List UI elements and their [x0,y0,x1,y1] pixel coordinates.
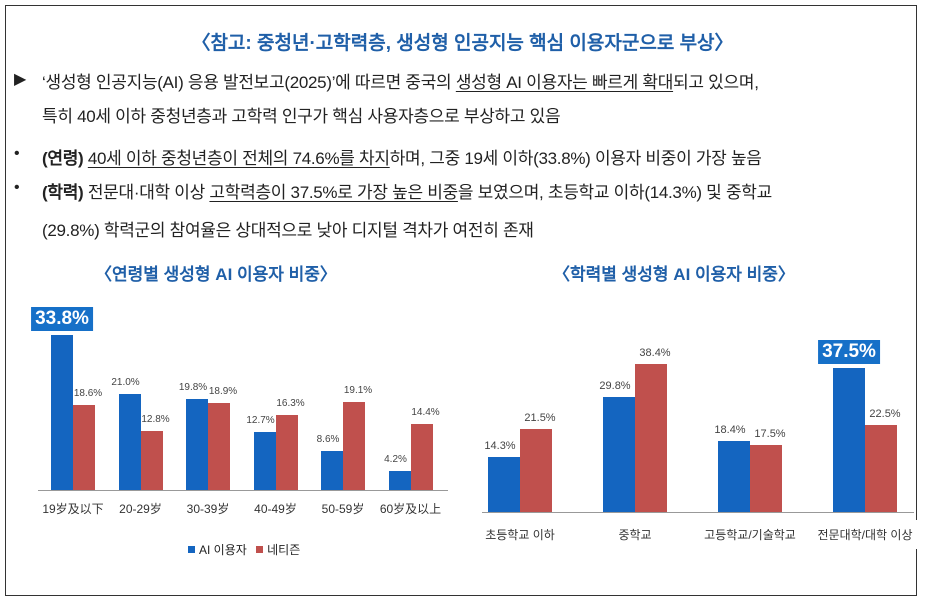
legend-swatch-ai-users [188,546,195,553]
document-frame [5,5,917,596]
bold-label: (학력) [42,183,88,202]
bar-netizens [343,402,365,490]
value-label: 14.3% [484,439,516,452]
bar-netizens [520,429,552,512]
category-label: 40-49岁 [254,502,297,516]
x-axis [38,490,448,491]
bullet-marker: • [14,179,20,196]
value-label: 12.7% [246,414,275,426]
bullet-line: 특히 40세 이하 중청년층과 고학력 인구가 핵심 사용자층으로 부상하고 있… [42,102,561,127]
bar-ai-users [488,456,520,512]
value-label: 19.1% [343,385,373,397]
value-label: 21.0% [111,376,140,388]
bar-ai-users [118,393,141,490]
value-label: 22.5% [869,408,901,421]
education-chart-title: 〈학력별 생성형 AI 이용자 비중〉 [553,265,795,284]
category-label: 전문대학/대학 이상 [809,520,921,549]
bar-ai-users [603,397,635,512]
bar-ai-users [186,399,208,490]
legend-ai-users: AI 이용자 [199,543,247,557]
value-label: 17.5% [754,427,786,440]
bar-netizens [208,403,230,490]
page-title: 〈참고: 중청년·고학력층, 생성형 인공지능 핵심 이용자군으로 부상〉 [191,33,734,54]
value-label: 18.4% [714,424,746,437]
bullet-marker: • [14,145,20,162]
value-label: 18.9% [208,386,238,398]
category-label: 고등학교/기술학교 [696,520,804,549]
text-segment: 특히 40세 이하 중청년층과 고학력 인구가 핵심 사용자층으로 부상하고 있… [42,107,561,126]
category-label: 중학교 [610,520,660,549]
value-label: 12.8% [141,414,170,426]
category-label: 30-39岁 [186,502,230,516]
underlined-text: 40세 이하 중청년층이 전체의 74.6%를 차지 [87,149,390,168]
value-label: 19.8% [178,382,208,394]
bar-ai-users [718,441,750,512]
bar-netizens [275,415,298,490]
value-label: 29.8% [599,380,631,393]
text-segment: ‘생성형 인공지능(AI) 응용 발전보고(2025)’에 따르면 중국의 [42,73,456,92]
bar-ai-users [321,450,343,490]
text-segment: 되고 있으며, [673,73,759,92]
category-label: 19岁及以下 [42,502,104,516]
bullet-line: (연령) 40세 이하 중청년층이 전체의 74.6%를 차지하며, 그중 19… [42,144,762,169]
bar-netizens [410,423,433,490]
underlined-text: 생성형 AI 이용자는 빠르게 확대 [455,73,674,92]
text-segment: (29.8%) 학력군의 참여율은 상대적으로 낮아 디지털 격차가 여전히 존… [42,221,534,240]
bold-label: (연령) [42,149,88,168]
text-segment: 하며, 그중 19세 이하(33.8%) 이용자 비중이 가장 높음 [389,149,762,168]
value-label: 38.4% [639,347,671,360]
legend-swatch-netizens [256,546,264,553]
text-segment: 을 보였으며, 초등학교 이하(14.3%) 및 중학교 [457,183,772,202]
bar-netizens [73,404,95,490]
highlight-value-label: 37.5% [818,339,880,364]
value-label: 16.3% [276,398,305,410]
bullet-line: ‘생성형 인공지능(AI) 응용 발전보고(2025)’에 따르면 중국의 생성… [42,68,759,93]
bar-ai-users [253,431,276,490]
bar-netizens [865,425,897,512]
category-label: 초등학교 이하 [477,520,563,549]
chart-legend: AI 이용자 네티즌 [182,541,300,558]
bar-ai-users [388,470,411,490]
x-axis [482,512,914,513]
value-label: 8.6% [316,433,340,445]
underlined-text: 고학력층이 37.5%로 가장 높은 비중 [209,183,458,202]
value-label: 18.6% [73,387,103,399]
bar-netizens [635,364,667,512]
bullet-line: (29.8%) 학력군의 참여율은 상대적으로 낮아 디지털 격차가 여전히 존… [42,216,534,241]
category-label: 60岁及以上 [379,502,442,516]
value-label: 4.2% [384,453,407,465]
bullet-line: (학력) 전문대·대학 이상 고학력층이 37.5%로 가장 높은 비중을 보였… [42,178,772,203]
category-label: 50-59岁 [321,502,365,516]
bar-netizens [140,431,163,490]
legend-netizens: 네티즌 [267,543,301,557]
bar-netizens [750,444,782,512]
bullet-marker: ▶ [14,71,27,88]
highlight-value-label: 33.8% [31,306,93,331]
age-chart-title: 〈연령별 생성형 AI 이용자 비중〉 [95,265,337,284]
bar-ai-users [51,334,73,490]
bar-ai-users [833,367,865,512]
value-label: 21.5% [524,412,556,425]
value-label: 14.4% [411,406,440,418]
text-segment: 전문대·대학 이상 [87,183,210,202]
category-label: 20-29岁 [119,502,162,516]
